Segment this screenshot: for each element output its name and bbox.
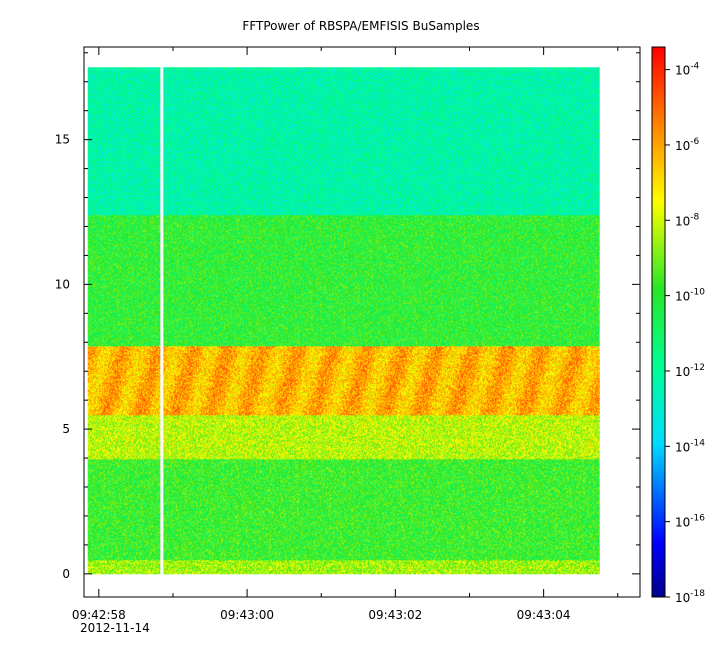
spectrogram-image xyxy=(87,67,600,575)
x-tick-label: 09:42:58 xyxy=(72,608,126,622)
colorbar-frame xyxy=(651,46,666,598)
x-tick-label: 09:43:02 xyxy=(368,608,422,622)
y-tick-label: 10 xyxy=(55,277,70,291)
chart-title: FFTPower of RBSPA/EMFISIS BuSamples xyxy=(242,19,479,33)
colorbar-tick-label: 10-10 xyxy=(675,288,705,304)
y-tick-label: 5 xyxy=(62,422,70,436)
colorbar-tick-label: 10-4 xyxy=(675,62,700,78)
y-tick-label: 0 xyxy=(62,567,70,581)
colorbar-tick-label: 10-14 xyxy=(675,438,705,454)
y-axis: 0 5 10 15 xyxy=(55,52,640,581)
plot-area xyxy=(83,46,641,598)
x-axis: 09:42:58 09:43:00 09:43:02 09:43:04 xyxy=(72,47,619,622)
colorbar-tick-label: 10-12 xyxy=(675,363,705,379)
colorbar-gradient xyxy=(652,47,665,597)
colorbar-tick-label: 10-18 xyxy=(675,589,705,605)
y-tick-label: 15 xyxy=(55,133,70,147)
data-gap xyxy=(160,67,164,575)
colorbar-tick-label: 10-16 xyxy=(675,514,705,530)
x-axis-date-label: 2012-11-14 xyxy=(80,621,150,635)
colorbar-tick-label: 10-6 xyxy=(675,137,700,153)
x-tick-label: 09:43:00 xyxy=(220,608,274,622)
colorbar: 10-4 10-6 10-8 10-10 10-12 10-14 10-16 10-18 xyxy=(651,46,705,605)
x-tick-label: 09:43:04 xyxy=(517,608,571,622)
colorbar-tick-label: 10-8 xyxy=(675,212,700,228)
plot-frame xyxy=(83,46,641,598)
